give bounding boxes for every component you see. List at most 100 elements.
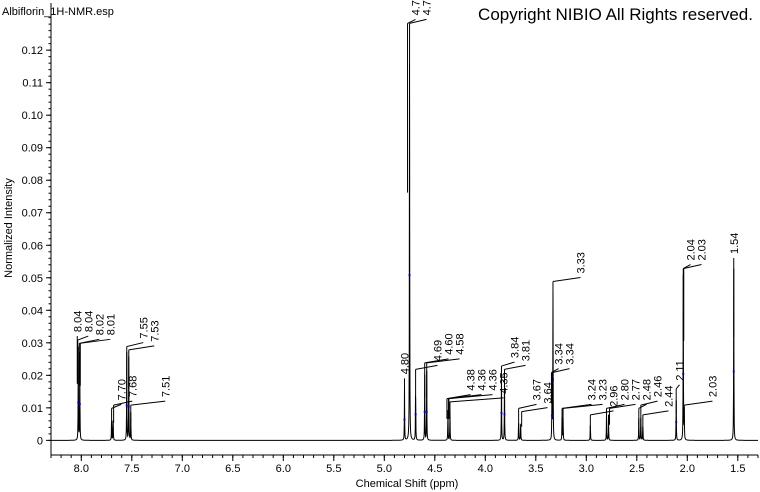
peak-leader-bend bbox=[521, 407, 548, 413]
peak-label: 3.34 bbox=[565, 343, 577, 364]
y-axis-label: Normalized Intensity bbox=[3, 178, 15, 278]
x-tick-label: 2.0 bbox=[680, 463, 695, 475]
peak-leader-bend bbox=[563, 403, 603, 409]
peak-label: 4.75 bbox=[422, 0, 434, 15]
peak-label: 3.23 bbox=[598, 379, 610, 400]
peak-leader-bend bbox=[504, 364, 526, 370]
x-tick-label: 7.0 bbox=[175, 463, 190, 475]
peak-leader-bend bbox=[606, 403, 625, 409]
peak-marker bbox=[423, 410, 426, 413]
y-tick-label: 0.10 bbox=[22, 110, 43, 122]
x-tick-label: 3.0 bbox=[579, 463, 594, 475]
peak-label: 7.51 bbox=[160, 376, 172, 397]
peak-leader-bend bbox=[609, 403, 636, 409]
peak-leader-bend bbox=[552, 277, 581, 283]
peak-label: 7.53 bbox=[149, 320, 161, 341]
peak-label: 4.38 bbox=[466, 369, 478, 390]
peak-label: 3.24 bbox=[587, 379, 599, 400]
x-axis-ticks: 8.0 7.5 7.0 6.5 6.0 5.5 5.0 4.5 4.0 3.5 3.0 2.5 2.0 1… bbox=[50, 455, 759, 475]
plot-area: 0 0.01 0.02 0.03 0.04 0.05 0.06 0.07 0.08 0.09 0.1… bbox=[22, 0, 759, 475]
peak-leader-bend bbox=[551, 368, 570, 374]
x-tick-label: 4.5 bbox=[427, 463, 442, 475]
y-tick-label: 0.08 bbox=[22, 175, 43, 187]
peak-leader-bend bbox=[640, 400, 658, 406]
y-tick-label: 0.11 bbox=[22, 78, 43, 90]
peak-label: 2.77 bbox=[631, 379, 643, 400]
peak-marker bbox=[503, 413, 506, 416]
peak-leader-bend bbox=[407, 18, 416, 24]
peak-marker bbox=[414, 413, 417, 416]
peak-label: 2.46 bbox=[653, 376, 665, 397]
copyright-notice: Copyright NIBIO All Rights reserved. bbox=[478, 5, 753, 24]
x-tick-label: 2.5 bbox=[629, 463, 644, 475]
x-tick-label: 5.5 bbox=[326, 463, 341, 475]
peak-label: 4.69 bbox=[433, 340, 445, 361]
peak-label: 4.36 bbox=[477, 369, 489, 390]
peak-label: 3.64 bbox=[543, 382, 555, 403]
peak-marker bbox=[408, 274, 411, 277]
peak-leader-bend bbox=[426, 358, 460, 364]
peak-label: 2.96 bbox=[609, 385, 621, 406]
peak-marker bbox=[78, 402, 81, 405]
x-tick-label: 6.5 bbox=[225, 463, 240, 475]
peak-label: 3.84 bbox=[510, 337, 522, 358]
peak-label: 4.80 bbox=[400, 353, 412, 374]
peak-label: 8.02 bbox=[94, 314, 106, 335]
peak-label: 7.68 bbox=[127, 376, 139, 397]
peak-label: 2.44 bbox=[664, 385, 676, 406]
peak-leader-bend bbox=[675, 384, 680, 390]
peak-marker bbox=[77, 401, 80, 404]
x-tick-label: 8.0 bbox=[74, 463, 89, 475]
peak-marker bbox=[550, 414, 553, 417]
peak-label: 2.48 bbox=[642, 379, 654, 400]
peak-label: 3.81 bbox=[521, 340, 533, 361]
y-axis-ticks: 0 0.01 0.02 0.03 0.04 0.05 0.06 0.07 0.08 0.09 0.1… bbox=[22, 17, 51, 447]
peak-label: 3.33 bbox=[576, 252, 588, 273]
peak-label: 3.34 bbox=[554, 343, 566, 364]
y-tick-label: 0 bbox=[37, 435, 43, 447]
peak-marker bbox=[403, 418, 406, 421]
peak-leader-bend bbox=[409, 18, 427, 24]
peak-label: 2.03 bbox=[708, 376, 720, 397]
file-name: Albiflorin_1H-NMR.esp bbox=[2, 6, 114, 18]
x-tick-label: 5.0 bbox=[377, 463, 392, 475]
peak-leader-bend bbox=[683, 264, 702, 270]
peak-label: 4.60 bbox=[444, 333, 456, 354]
peak-marker bbox=[125, 404, 128, 407]
y-tick-label: 0.12 bbox=[22, 45, 43, 57]
peak-label: 2.80 bbox=[620, 379, 632, 400]
peak-label: 8.01 bbox=[105, 314, 117, 335]
y-tick-label: 0.07 bbox=[22, 208, 43, 220]
peak-leader-bend bbox=[642, 410, 669, 416]
peak-leader-bend bbox=[128, 345, 155, 351]
peak-marker bbox=[500, 412, 503, 415]
peak-label: 3.67 bbox=[532, 379, 544, 400]
y-tick-label: 0.09 bbox=[22, 143, 43, 155]
peak-leader-bend bbox=[551, 368, 559, 374]
x-tick-label: 4.0 bbox=[478, 463, 493, 475]
peak-leader-bend bbox=[501, 361, 515, 367]
peak-label: 2.03 bbox=[697, 239, 709, 260]
peak-leader-bend bbox=[448, 394, 493, 400]
peak-labels: 8.04 8.04 8.02 8.017.70 7.687.55 7.537.514.80… bbox=[72, 0, 741, 429]
y-tick-label: 0.06 bbox=[22, 240, 43, 252]
y-tick-label: 0.02 bbox=[22, 370, 43, 382]
x-tick-label: 6.0 bbox=[276, 463, 291, 475]
x-tick-label: 3.5 bbox=[528, 463, 543, 475]
x-tick-label: 1.5 bbox=[730, 463, 745, 475]
peak-leader-bend bbox=[80, 338, 111, 344]
peak-leader-bend bbox=[638, 403, 647, 409]
y-tick-label: 0.04 bbox=[22, 305, 43, 317]
peak-label: 4.58 bbox=[455, 333, 467, 354]
peak-label: 7.55 bbox=[138, 317, 150, 338]
x-axis-label: Chemical Shift (ppm) bbox=[356, 478, 459, 490]
y-tick-label: 0.03 bbox=[22, 338, 43, 350]
peak-label: 2.11 bbox=[675, 360, 687, 381]
peak-label: 2.04 bbox=[686, 239, 698, 260]
peak-marker bbox=[425, 410, 428, 413]
y-tick-label: 0.01 bbox=[22, 403, 43, 415]
peak-label: 4.36 bbox=[488, 369, 500, 390]
peak-leader-bend bbox=[130, 400, 166, 406]
peak-leader-bend bbox=[449, 397, 504, 403]
